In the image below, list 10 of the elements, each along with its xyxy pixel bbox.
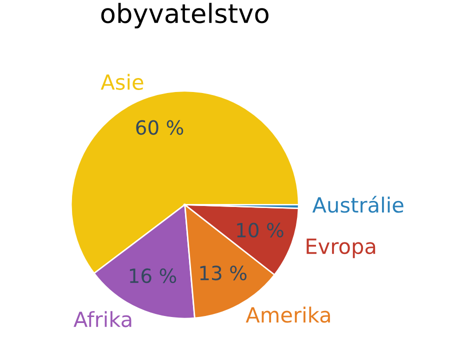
slice-label: Amerika [246,306,330,323]
slice-label: Austrálie [312,196,404,213]
data-label: 16 % [130,268,176,284]
slice-label: Evropa [306,238,376,258]
slice-label: Afrika [74,311,132,328]
slice-label: Asie [100,74,144,90]
data-label: 10 % [237,222,284,238]
chart-title: obyvatelstvo [101,2,268,28]
data-label: 60 % [136,120,184,135]
data-label: 13 % [200,266,246,280]
